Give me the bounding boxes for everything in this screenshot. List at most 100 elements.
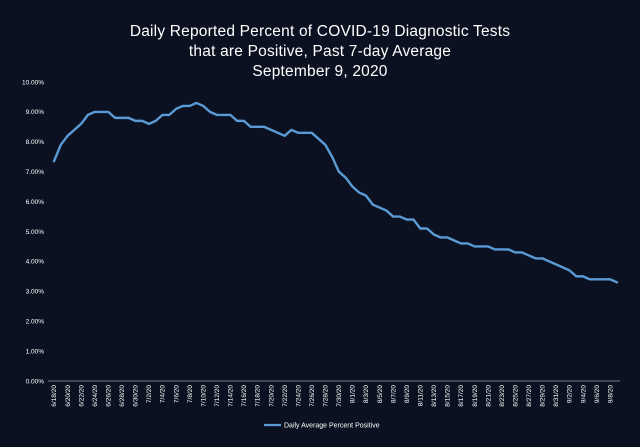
data-point xyxy=(548,260,550,262)
plot-area xyxy=(52,101,619,284)
data-point xyxy=(270,129,272,131)
y-tick-label: 2.00% xyxy=(26,319,45,326)
data-point xyxy=(412,218,414,220)
data-point xyxy=(73,129,75,131)
data-point xyxy=(141,120,143,122)
x-tick-label: 8/29/20 xyxy=(540,385,547,407)
x-tick-label: 7/18/20 xyxy=(255,385,262,407)
x-tick-label: 8/5/20 xyxy=(377,385,384,403)
x-tick-label: 8/17/20 xyxy=(458,385,465,407)
y-tick-label: 8.00% xyxy=(26,139,45,146)
data-point xyxy=(541,257,543,259)
x-tick-label: 9/6/20 xyxy=(594,385,601,403)
data-point xyxy=(256,126,258,128)
legend-label: Daily Average Percent Positive xyxy=(284,423,380,430)
x-tick-label: 7/26/20 xyxy=(309,385,316,407)
x-tick-label: 8/3/20 xyxy=(363,385,370,403)
data-point xyxy=(439,236,441,238)
data-point xyxy=(595,278,597,280)
data-point xyxy=(317,138,319,140)
x-tick-label: 8/19/20 xyxy=(472,385,479,407)
data-point xyxy=(534,257,536,259)
data-point xyxy=(209,111,211,113)
data-point xyxy=(175,108,177,110)
x-tick-label: 8/1/20 xyxy=(350,385,357,403)
y-tick-label: 9.00% xyxy=(26,109,45,116)
x-axis: 6/18/20 6/20/20 6/22/20 6/24/20 6/26/20 6/28/… xyxy=(48,380,620,407)
data-point xyxy=(399,215,401,217)
data-point xyxy=(331,156,333,158)
data-point xyxy=(358,191,360,193)
data-point xyxy=(121,117,123,119)
chart-title-line-2: that are Positive, Past 7-day Average xyxy=(188,43,452,60)
x-tick-label: 7/4/20 xyxy=(160,385,167,403)
x-tick-label: 8/25/20 xyxy=(512,385,519,407)
y-tick-label: 4.00% xyxy=(26,259,45,266)
data-point xyxy=(236,120,238,122)
data-point xyxy=(114,117,116,119)
data-point xyxy=(324,144,326,146)
x-tick-label: 9/2/20 xyxy=(567,385,574,403)
x-tick-label: 6/24/20 xyxy=(92,385,99,407)
x-tick-label: 9/4/20 xyxy=(580,385,587,403)
data-point xyxy=(528,254,530,256)
data-point xyxy=(562,266,564,268)
x-tick-label: 7/22/20 xyxy=(282,385,289,407)
x-tick-label: 8/31/20 xyxy=(553,385,560,407)
data-point xyxy=(494,248,496,250)
x-tick-label: 7/14/20 xyxy=(228,385,235,407)
x-tick-label: 8/27/20 xyxy=(526,385,533,407)
data-point xyxy=(453,239,455,241)
data-point xyxy=(406,218,408,220)
x-tick-label: 7/20/20 xyxy=(268,385,275,407)
data-point xyxy=(202,105,204,107)
chart-title-line-1: Daily Reported Percent of COVID-19 Diagn… xyxy=(129,23,511,40)
data-point xyxy=(602,278,604,280)
data-point xyxy=(161,114,163,116)
x-tick-label: 6/28/20 xyxy=(119,385,126,407)
x-tick-label: 6/30/20 xyxy=(133,385,140,407)
chart-title: Daily Reported Percent of COVID-19 Diagn… xyxy=(0,22,640,82)
data-point xyxy=(127,117,129,119)
data-point xyxy=(188,105,190,107)
data-point xyxy=(60,144,62,146)
data-point xyxy=(344,176,346,178)
chart-title-line-3: September 9, 2020 xyxy=(252,63,388,80)
x-tick-label: 6/22/20 xyxy=(78,385,85,407)
y-tick-label: 3.00% xyxy=(26,289,45,296)
data-point xyxy=(616,281,618,283)
data-point xyxy=(392,215,394,217)
data-point xyxy=(555,263,557,265)
y-axis: 0.00% 1.00% 2.00% 3.00% 4.00% 5.00% 6.00% 7.00%… xyxy=(22,79,44,385)
data-point xyxy=(480,245,482,247)
data-point xyxy=(107,111,109,113)
x-tick-label: 7/6/20 xyxy=(173,385,180,403)
data-point xyxy=(568,269,570,271)
data-point xyxy=(277,132,279,134)
data-point xyxy=(365,194,367,196)
x-tick-label: 8/23/20 xyxy=(499,385,506,407)
data-point xyxy=(155,120,157,122)
data-point xyxy=(53,160,55,162)
data-point xyxy=(582,275,584,277)
legend: Daily Average Percent Positive xyxy=(264,423,380,430)
data-point xyxy=(419,227,421,229)
x-tick-label: 7/28/20 xyxy=(323,385,330,407)
data-point xyxy=(243,120,245,122)
data-point xyxy=(460,242,462,244)
y-tick-label: 0.00% xyxy=(26,378,45,385)
data-point xyxy=(589,278,591,280)
data-point xyxy=(575,275,577,277)
y-tick-label: 1.00% xyxy=(26,348,45,355)
data-point xyxy=(304,132,306,134)
x-tick-label: 8/7/20 xyxy=(390,385,397,403)
y-tick-label: 10.00% xyxy=(22,79,44,86)
data-point xyxy=(134,120,136,122)
x-tick-label: 7/2/20 xyxy=(146,385,153,403)
y-tick-label: 5.00% xyxy=(26,229,45,236)
data-point xyxy=(87,114,89,116)
data-point xyxy=(351,185,353,187)
data-point xyxy=(433,233,435,235)
x-tick-label: 7/8/20 xyxy=(187,385,194,403)
